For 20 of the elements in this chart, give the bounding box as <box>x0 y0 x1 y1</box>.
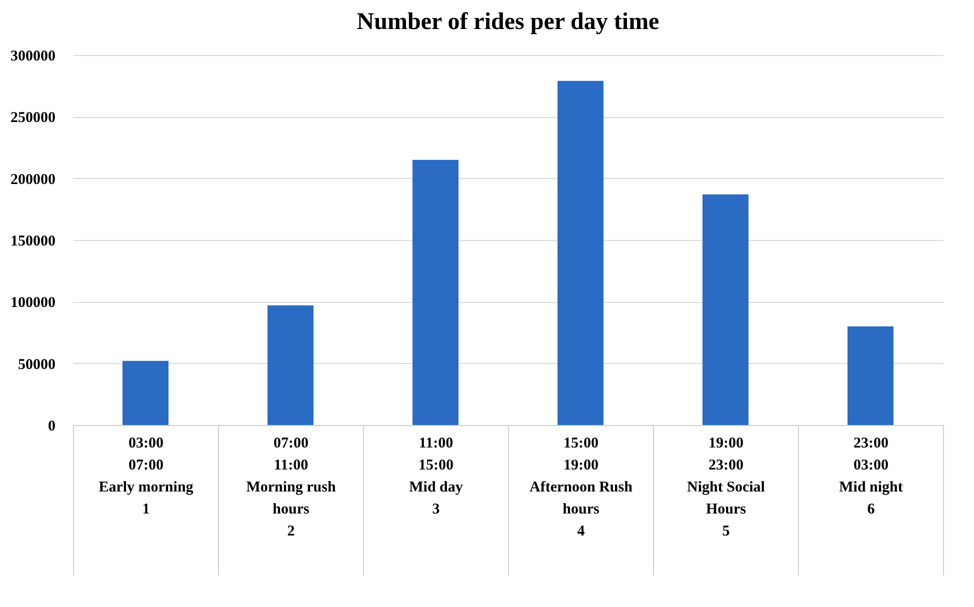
chart-title: Number of rides per day time <box>356 9 660 35</box>
x-tick-label: 03:00 07:00 Early morning 1 <box>98 436 194 518</box>
y-tick-label: 50000 <box>18 356 56 373</box>
y-tick-label: 300000 <box>10 48 56 64</box>
bar <box>848 326 894 425</box>
bar <box>122 360 168 425</box>
bar <box>702 194 748 425</box>
y-tick-label: 250000 <box>10 110 56 126</box>
y-tick-label: 200000 <box>10 172 56 188</box>
x-tick-label: 23:00 03:00 Mid night 6 <box>839 436 903 518</box>
x-tick-label: 15:00 19:00 Afternoon Rush hours 4 <box>530 436 634 540</box>
bar <box>412 160 458 425</box>
x-tick-label: 11:00 15:00 Mid day 3 <box>409 436 464 518</box>
x-tick-label: 07:00 11:00 Morning rush hours 2 <box>246 436 336 540</box>
y-tick-label: 100000 <box>10 295 56 312</box>
y-tick-label: 150000 <box>10 234 56 250</box>
bar <box>268 305 314 425</box>
y-tick-label: 0 <box>48 418 56 434</box>
x-tick-label: 19:00 23:00 Night Social Hours 5 <box>687 436 765 540</box>
bar <box>558 80 604 425</box>
